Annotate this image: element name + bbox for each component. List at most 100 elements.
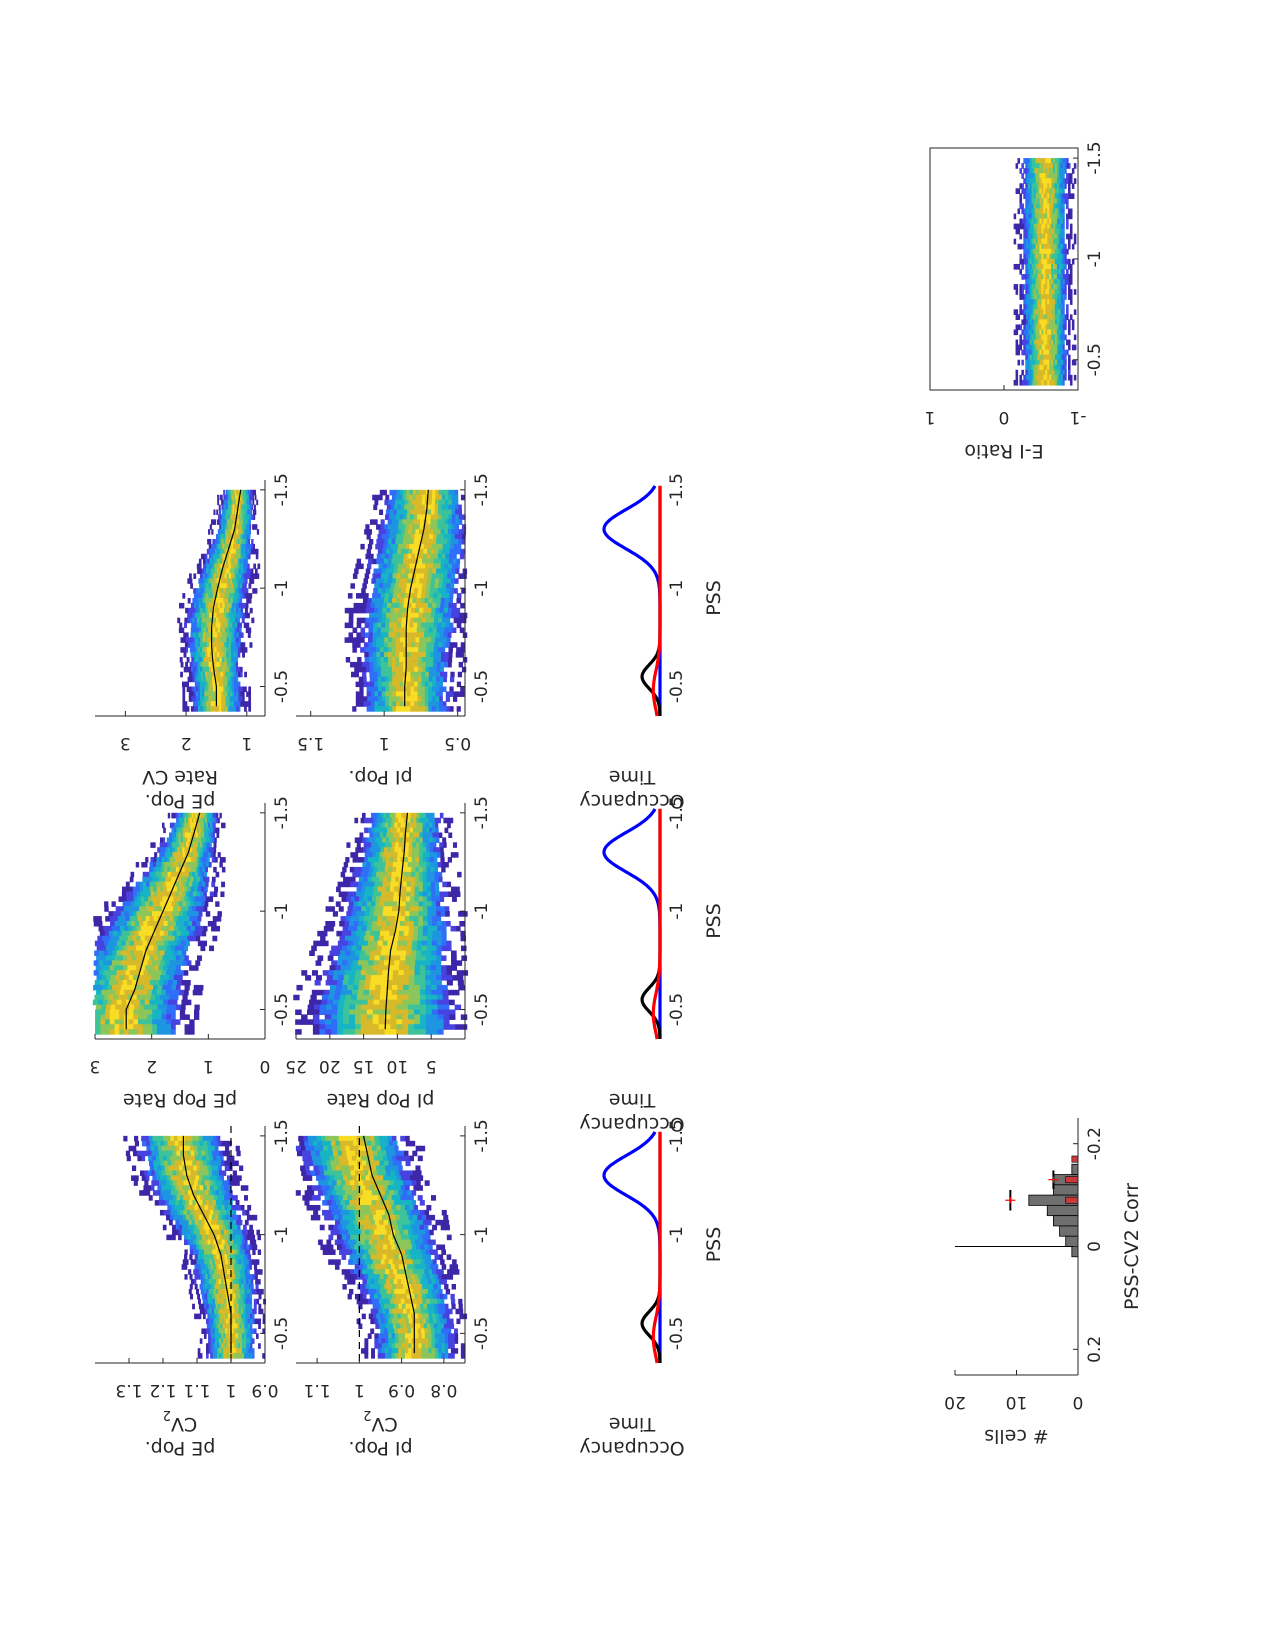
heatmap-cell <box>374 822 379 829</box>
heatmap-cell <box>202 925 208 932</box>
heatmap-cell <box>388 812 393 819</box>
heatmap-cell <box>361 965 368 971</box>
heatmap-cell <box>245 1234 250 1241</box>
heatmap-cell <box>412 1150 418 1157</box>
heatmap-cell <box>324 1019 332 1025</box>
x-tick-label: -0.5 <box>272 993 292 1026</box>
heatmap-cell <box>314 980 321 986</box>
heatmap-cell <box>155 989 162 996</box>
heatmap-cell <box>196 1195 201 1201</box>
heatmap-cell <box>199 812 203 819</box>
heatmap-cell <box>367 916 373 922</box>
heatmap-cell <box>400 1348 405 1354</box>
heatmap-cell <box>171 921 176 927</box>
heatmap-cell <box>215 1308 219 1315</box>
heatmap-cell <box>219 1209 224 1216</box>
heatmap-cell <box>189 965 195 971</box>
heatmap-cell <box>306 1195 312 1201</box>
heatmap-cell <box>211 1170 216 1176</box>
heatmap-cell <box>238 1318 242 1325</box>
heatmap-cell <box>328 989 336 996</box>
heatmap-cell <box>417 1353 422 1359</box>
heatmap-cell <box>137 1009 143 1016</box>
heatmap-cell <box>336 1259 341 1265</box>
heatmap-cell <box>217 573 221 579</box>
heatmap-cell <box>210 847 214 853</box>
heatmap-cell <box>431 1279 436 1285</box>
heatmap-cell <box>143 984 149 991</box>
heatmap-cell <box>442 1318 447 1325</box>
heatmap-cell <box>434 891 440 898</box>
heatmap-cell <box>386 1288 391 1295</box>
heatmap-cell <box>336 945 342 952</box>
heatmap-cell <box>392 1259 397 1265</box>
heatmap-cell <box>425 999 432 1006</box>
heatmap-cell <box>191 862 195 868</box>
heatmap-cell <box>184 837 188 843</box>
heatmap-cell <box>198 1200 203 1206</box>
heatmap-cell <box>419 1014 426 1020</box>
heatmap-cell <box>96 975 102 981</box>
heatmap-cell <box>430 1308 435 1315</box>
heatmap-cell <box>197 1254 201 1260</box>
heatmap-cell <box>209 524 212 530</box>
heatmap-cell <box>208 553 212 560</box>
heatmap-cell <box>395 832 400 839</box>
heatmap-cell <box>232 1209 237 1216</box>
heatmap-cell <box>236 553 239 560</box>
heatmap-cell <box>209 563 213 570</box>
heatmap-cell <box>389 827 394 834</box>
heatmap-cell <box>402 1274 407 1280</box>
heatmap-cell <box>404 1288 410 1295</box>
heatmap-cell <box>222 1288 226 1295</box>
heatmap-cell <box>174 857 178 863</box>
y-axis-label: CV2 <box>363 1407 398 1435</box>
heatmap-cell <box>357 901 363 907</box>
heatmap-cell <box>226 519 229 525</box>
heatmap-cell <box>449 817 454 824</box>
heatmap-cell <box>302 1175 308 1181</box>
heatmap-cell <box>362 1200 368 1206</box>
heatmap-cell <box>242 548 246 555</box>
heatmap-cell <box>244 1293 248 1300</box>
heatmap-cell <box>166 871 171 878</box>
heatmap-cell <box>218 1150 223 1157</box>
heatmap-cell <box>131 925 137 932</box>
heatmap-cell <box>133 901 139 907</box>
heatmap-cell <box>109 955 115 961</box>
heatmap-cell <box>425 1029 432 1035</box>
heatmap-cell <box>165 1014 172 1020</box>
heatmap-cell <box>374 989 381 996</box>
heatmap-cell <box>171 832 174 839</box>
heatmap-cell <box>225 1219 230 1226</box>
heatmap-cell <box>391 1293 396 1300</box>
heatmap-cell <box>374 1343 379 1349</box>
heatmap-cell <box>114 989 120 996</box>
heatmap-cell <box>417 906 423 912</box>
heatmap-cell <box>198 1214 203 1221</box>
heatmap-cell <box>375 1209 381 1216</box>
heatmap-cell <box>370 901 376 907</box>
heatmap-cell <box>444 827 449 834</box>
heatmap-cell <box>192 1145 198 1152</box>
heatmap-cell <box>428 832 433 839</box>
heatmap-cell <box>322 970 329 976</box>
heatmap-cell <box>437 1348 442 1354</box>
heatmap-cell <box>201 842 205 848</box>
heatmap-cell <box>197 842 201 848</box>
heatmap-cell <box>199 1140 204 1147</box>
heatmap-cell <box>433 866 438 873</box>
heatmap-cell <box>419 1200 425 1206</box>
heatmap-cell <box>104 1009 110 1016</box>
heatmap-cell <box>395 837 400 843</box>
heatmap-cell <box>167 1185 172 1191</box>
heatmap-cell <box>361 925 367 932</box>
heatmap-cell <box>197 930 202 937</box>
heatmap-cell <box>181 1185 186 1191</box>
heatmap-cell <box>178 1214 183 1221</box>
heatmap-cell <box>194 852 198 858</box>
heatmap-cell <box>157 984 163 991</box>
heatmap-cell <box>229 1229 233 1236</box>
heatmap-cell <box>226 514 229 520</box>
